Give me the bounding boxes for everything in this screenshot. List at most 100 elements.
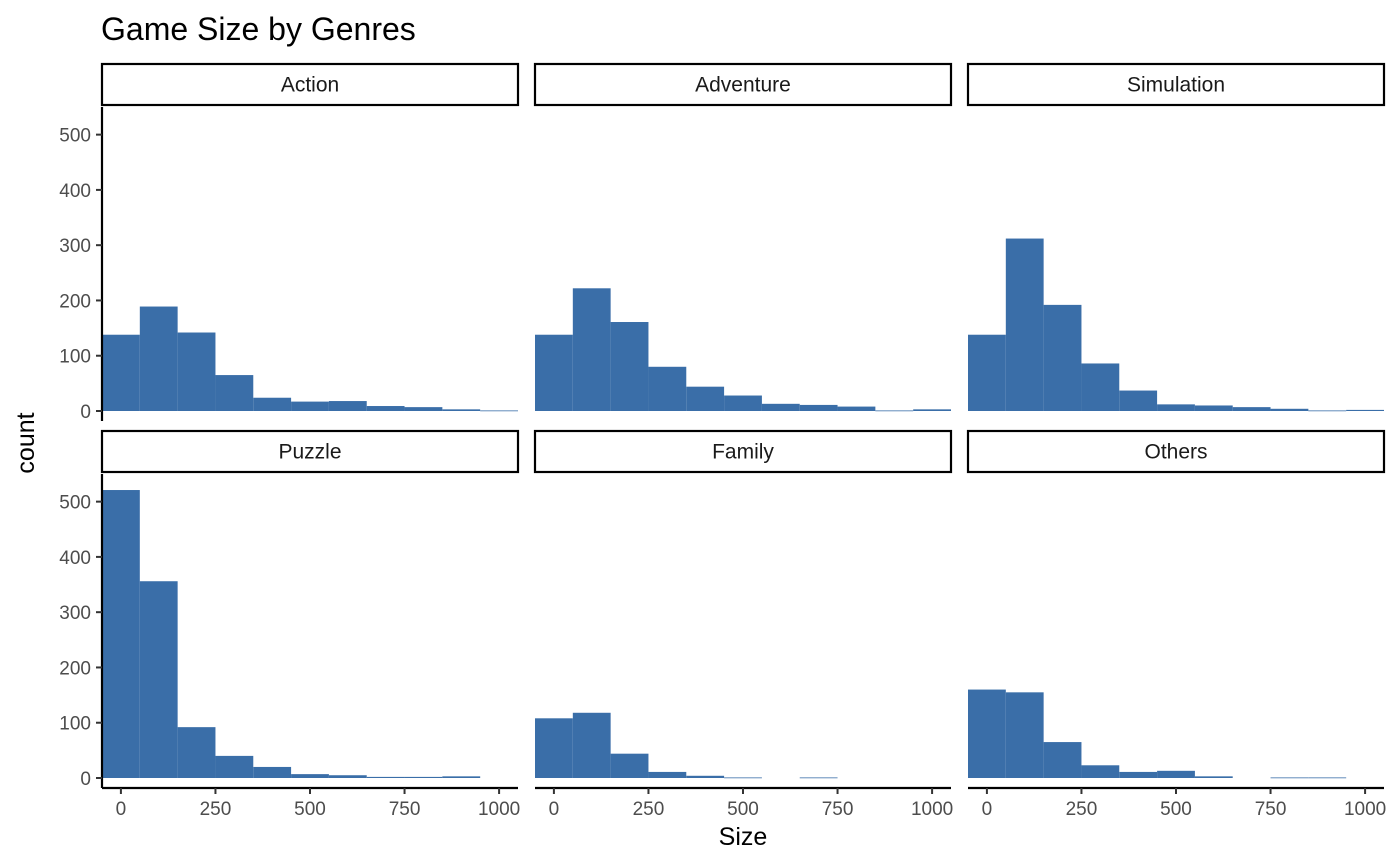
- y-tick-label: 400: [59, 181, 91, 202]
- x-tick-label: 1000: [1344, 799, 1386, 820]
- histogram-bar: [366, 406, 405, 411]
- histogram-bar: [328, 401, 367, 411]
- histogram-bar: [535, 334, 573, 411]
- histogram-bar: [253, 397, 292, 411]
- histogram-bar: [215, 375, 254, 411]
- strip-label: Others: [1144, 441, 1207, 464]
- strip-box: [533, 429, 953, 474]
- histogram-bar: [1005, 238, 1044, 411]
- histogram-bar: [799, 777, 838, 779]
- histogram-bar: [1119, 390, 1158, 411]
- histogram-bar: [1081, 363, 1120, 411]
- panel-adventure: Adventure: [533, 62, 953, 412]
- strip-box: [966, 429, 1386, 474]
- y-tick-label: 300: [59, 603, 91, 624]
- x-tick-label: 750: [1255, 799, 1287, 820]
- histogram-bar: [1308, 777, 1347, 779]
- histogram-bar: [442, 409, 481, 411]
- histogram-bar: [480, 410, 518, 412]
- x-tick-label: 750: [389, 799, 421, 820]
- y-tick-label: 0: [80, 402, 91, 423]
- strip-box: [100, 429, 520, 474]
- y-tick-label: 200: [59, 658, 91, 679]
- y-tick-label: 500: [59, 126, 91, 147]
- panel-puzzle: Puzzle 0 100 200 300 400 500 0 250 500 750 1000: [59, 429, 520, 820]
- strip-label: Family: [712, 441, 774, 464]
- histogram-bar: [177, 727, 216, 778]
- histogram-bar: [968, 334, 1006, 411]
- histogram-bar: [968, 689, 1006, 778]
- histogram-bar: [328, 775, 367, 778]
- x-axis-title: Size: [719, 823, 768, 851]
- y-tick-label: 100: [59, 714, 91, 735]
- histogram-bar: [1119, 771, 1158, 778]
- y-tick-label: 0: [80, 769, 91, 790]
- histogram-bar: [724, 395, 762, 411]
- histogram-bar: [366, 776, 405, 778]
- histogram-bar: [686, 775, 725, 778]
- histogram-bar: [1270, 408, 1309, 411]
- strip-label: Puzzle: [278, 441, 341, 464]
- histogram-bar: [1308, 410, 1347, 412]
- histogram-bar: [572, 712, 611, 778]
- x-tick-label: 500: [294, 799, 326, 820]
- histogram-bar: [837, 406, 876, 411]
- histogram-bar: [799, 404, 838, 411]
- histogram-bar: [102, 490, 140, 778]
- histogram-bar: [139, 581, 178, 778]
- histogram-bar: [177, 332, 216, 411]
- x-tick-label: 500: [727, 799, 759, 820]
- y-tick-label: 500: [59, 493, 91, 514]
- strip-label: Simulation: [1127, 74, 1225, 97]
- panel-simulation: Simulation: [966, 62, 1386, 412]
- histogram-bar: [139, 306, 178, 411]
- strip-label: Adventure: [695, 74, 791, 97]
- histogram-bar: [686, 386, 725, 411]
- histogram-bar: [535, 718, 573, 778]
- chart-title: Game Size by Genres: [101, 11, 416, 47]
- strip-box: [533, 62, 953, 107]
- panel-family: Family 0 250 500 750 1000: [533, 429, 953, 820]
- histogram-bar: [1232, 407, 1271, 411]
- histogram-bar: [913, 409, 951, 411]
- x-tick-label: 1000: [478, 799, 520, 820]
- histogram-bar: [1194, 776, 1233, 778]
- histogram-bar: [1043, 742, 1082, 778]
- y-tick-label: 400: [59, 548, 91, 569]
- x-tick-label: 0: [549, 799, 560, 820]
- histogram-bar: [404, 776, 443, 778]
- y-axis-title: count: [12, 412, 40, 473]
- histogram-bar: [1194, 405, 1233, 411]
- strip-box: [966, 62, 1386, 107]
- x-tick-label: 1000: [911, 799, 953, 820]
- histogram-bar: [102, 334, 140, 411]
- histogram-bar: [1081, 765, 1120, 778]
- x-tick-label: 0: [116, 799, 127, 820]
- x-tick-label: 750: [822, 799, 854, 820]
- histogram-bar: [291, 774, 329, 778]
- histogram-bar: [442, 776, 481, 778]
- histogram-bar: [404, 407, 443, 411]
- histogram-bar: [1005, 692, 1044, 778]
- histogram-bar: [610, 322, 649, 411]
- y-tick-label: 100: [59, 347, 91, 368]
- histogram-bar: [253, 766, 292, 778]
- y-tick-label: 300: [59, 236, 91, 257]
- strip-box: [100, 62, 520, 107]
- histogram-bar: [291, 401, 329, 411]
- histogram-bar: [648, 366, 687, 411]
- strip-label: Action: [281, 74, 339, 97]
- facet-panels: Action 0 100 200 300 400 500 Adventure Simulatio…: [59, 62, 1386, 820]
- histogram-bar: [1346, 409, 1384, 411]
- x-tick-label: 0: [982, 799, 993, 820]
- histogram-bar: [724, 777, 762, 779]
- histogram-bar: [572, 288, 611, 411]
- histogram-bar: [875, 410, 914, 412]
- histogram-bar: [1157, 404, 1195, 411]
- histogram-bar: [1270, 777, 1309, 779]
- histogram-bar: [215, 755, 254, 778]
- histogram-bar: [610, 753, 649, 778]
- x-tick-label: 250: [200, 799, 232, 820]
- histogram-bar: [648, 771, 687, 778]
